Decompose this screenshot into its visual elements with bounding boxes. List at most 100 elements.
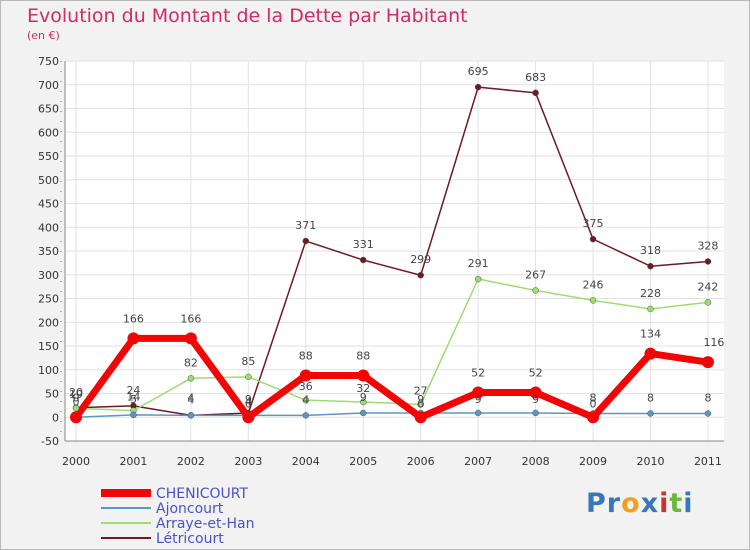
- data-point: [245, 373, 252, 381]
- data-label: 27: [414, 384, 428, 397]
- data-label: 375: [583, 217, 604, 230]
- data-point: [647, 262, 654, 270]
- data-label: 331: [353, 238, 374, 251]
- x-tick-label: 2008: [522, 455, 550, 468]
- data-label: 246: [583, 278, 604, 291]
- y-tick-label: 700: [38, 79, 59, 92]
- data-label: 8: [590, 391, 597, 404]
- data-label: 0: [73, 395, 80, 408]
- y-tick-label: 450: [38, 198, 59, 211]
- data-label: 267: [525, 268, 546, 281]
- data-point: [704, 299, 712, 306]
- data-point: [589, 235, 597, 243]
- data-point: [360, 398, 367, 406]
- data-label: 4: [302, 393, 309, 406]
- legend-label-ajoncourt: Ajoncourt: [156, 501, 224, 517]
- x-tick-label: 2005: [349, 455, 377, 468]
- y-tick-label: 600: [38, 126, 59, 139]
- data-point: [532, 409, 539, 417]
- logo-letter: o: [621, 488, 641, 519]
- x-tick-label: 2007: [464, 455, 492, 468]
- data-point: [474, 83, 482, 91]
- y-tick-label: 250: [38, 293, 59, 306]
- data-label: 5: [130, 393, 137, 406]
- y-tick-label: 300: [38, 269, 59, 282]
- data-label: 9: [475, 393, 482, 406]
- x-tick-label: 2006: [407, 455, 435, 468]
- data-label: 88: [299, 349, 313, 362]
- legend-label-chenicourt: CHENICOURT: [156, 486, 249, 502]
- data-point: [529, 386, 542, 399]
- data-point: [127, 332, 140, 345]
- data-label: 134: [640, 328, 661, 341]
- data-point: [302, 237, 310, 245]
- legend-label-arraye-et-han: Arraye-et-Han: [156, 516, 255, 532]
- y-tick-label: 50: [45, 388, 59, 401]
- data-point: [644, 347, 657, 360]
- data-label: 166: [123, 312, 144, 325]
- data-point: [532, 89, 539, 97]
- data-point: [474, 275, 482, 283]
- x-tick-label: 2002: [177, 455, 205, 468]
- y-tick-label: 550: [38, 150, 59, 163]
- data-label: 328: [697, 239, 718, 252]
- series-line-chenicourt: [73, 334, 709, 421]
- y-tick-label: 100: [38, 364, 59, 377]
- data-label: 228: [640, 287, 661, 300]
- data-point: [187, 412, 195, 419]
- legend-label-létricourt: Létricourt: [156, 531, 224, 547]
- data-label: 683: [525, 71, 546, 84]
- data-point: [587, 411, 600, 424]
- y-tick-label: 150: [38, 340, 59, 353]
- logo-letter: x: [640, 488, 660, 519]
- data-point: [360, 256, 367, 264]
- data-point: [704, 258, 712, 265]
- logo-letter: i: [683, 488, 694, 519]
- data-label: 8: [704, 391, 711, 404]
- x-tick-label: 2009: [579, 455, 607, 468]
- y-tick-label: 200: [38, 316, 59, 329]
- data-label: 166: [180, 312, 201, 325]
- data-point: [417, 401, 424, 408]
- data-label: 8: [647, 391, 654, 404]
- logo-letter: P: [586, 488, 607, 519]
- data-label: 0: [590, 397, 597, 410]
- data-label: 0: [417, 397, 424, 410]
- y-tick-label: 750: [38, 55, 59, 68]
- data-label: 20: [69, 386, 83, 399]
- x-tick-label: 2004: [292, 455, 320, 468]
- proxiti-logo: Proxiti: [586, 488, 694, 519]
- data-label: 9: [417, 393, 424, 406]
- series-line-létricourt: [75, 86, 709, 417]
- data-point: [70, 411, 82, 424]
- data-label: 242: [697, 280, 718, 293]
- data-label: 85: [241, 355, 255, 368]
- chart-title: Evolution du Montant de la Dette par Hab…: [27, 5, 468, 27]
- data-point: [474, 409, 482, 417]
- x-tick-label: 2010: [637, 455, 665, 468]
- data-point: [647, 410, 654, 417]
- x-tick-label: 2000: [62, 455, 90, 468]
- y-tick-label: -50: [41, 435, 59, 448]
- data-point: [302, 396, 310, 404]
- data-label: 9: [532, 393, 539, 406]
- data-label: 32: [356, 382, 370, 395]
- y-tick-label: 0: [52, 411, 59, 424]
- data-label: 0: [245, 397, 252, 410]
- data-label: 82: [184, 356, 198, 369]
- data-label: 9: [360, 391, 367, 404]
- data-label: 318: [640, 244, 661, 257]
- data-point: [532, 287, 539, 294]
- data-label: 4: [187, 393, 194, 406]
- y-tick-label: 400: [38, 221, 59, 234]
- data-label: 116: [703, 336, 724, 349]
- data-label: 291: [468, 257, 489, 270]
- data-label: 36: [299, 380, 313, 393]
- data-label: 24: [126, 384, 140, 397]
- data-label: 371: [295, 219, 316, 232]
- logo-letter: i: [659, 488, 670, 519]
- data-point: [701, 356, 714, 369]
- chart-subtitle: (en €): [27, 29, 60, 42]
